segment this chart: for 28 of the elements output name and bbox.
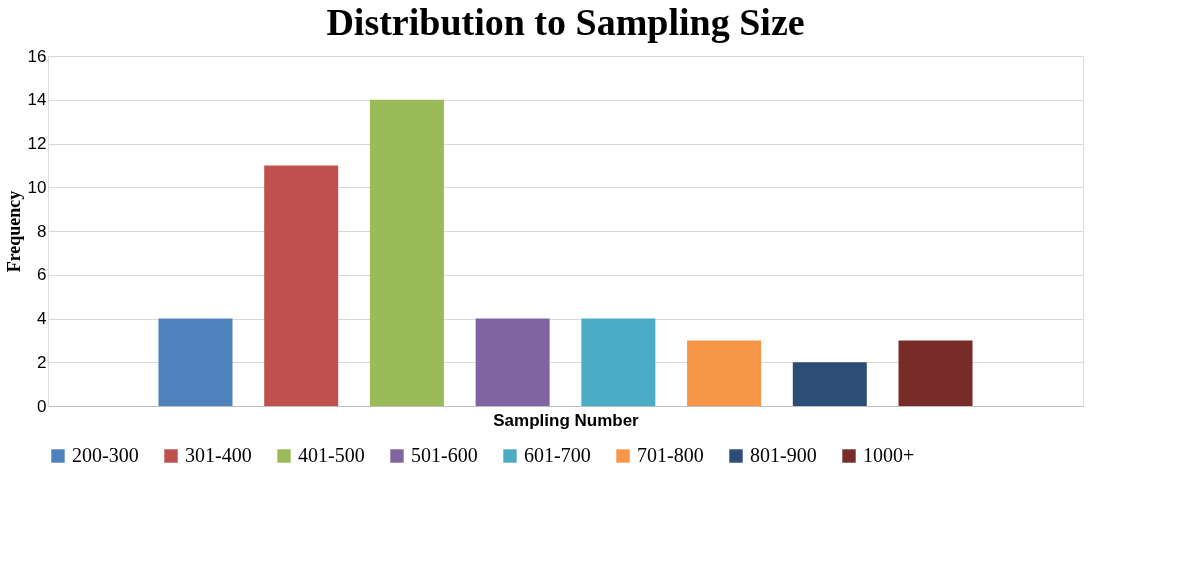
y-tick-label: 16 xyxy=(27,46,47,66)
y-tick-label: 0 xyxy=(37,396,47,416)
y-tick-label: 2 xyxy=(37,352,47,372)
y-tick-label: 12 xyxy=(27,134,47,153)
x-axis-title: Sampling Number xyxy=(493,410,640,430)
bar xyxy=(581,318,656,406)
legend-label: 801-900 xyxy=(750,444,817,466)
y-tick-label: 10 xyxy=(27,177,47,197)
legend-label: 501-600 xyxy=(411,444,478,466)
y-axis-title: Frequency xyxy=(3,190,24,273)
y-tick-label: 6 xyxy=(37,265,47,285)
legend-label: 301-400 xyxy=(185,444,252,466)
bar xyxy=(158,318,233,406)
legend-label: 1000+ xyxy=(863,444,915,466)
chart-title: Distribution to Sampling Size xyxy=(326,1,805,43)
y-tick-label: 4 xyxy=(37,309,47,328)
y-tick-label: 14 xyxy=(27,90,47,110)
legend-label: 601-700 xyxy=(524,444,591,466)
bar xyxy=(264,165,339,406)
bar xyxy=(687,340,762,406)
bar xyxy=(369,99,444,406)
y-tick-label: 8 xyxy=(37,221,47,241)
legend-label: 701-800 xyxy=(637,444,704,466)
bar xyxy=(792,362,867,406)
legend-label: 401-500 xyxy=(298,444,365,466)
legend-label: 200-300 xyxy=(72,444,139,466)
bar xyxy=(898,340,973,406)
bar xyxy=(475,318,550,406)
